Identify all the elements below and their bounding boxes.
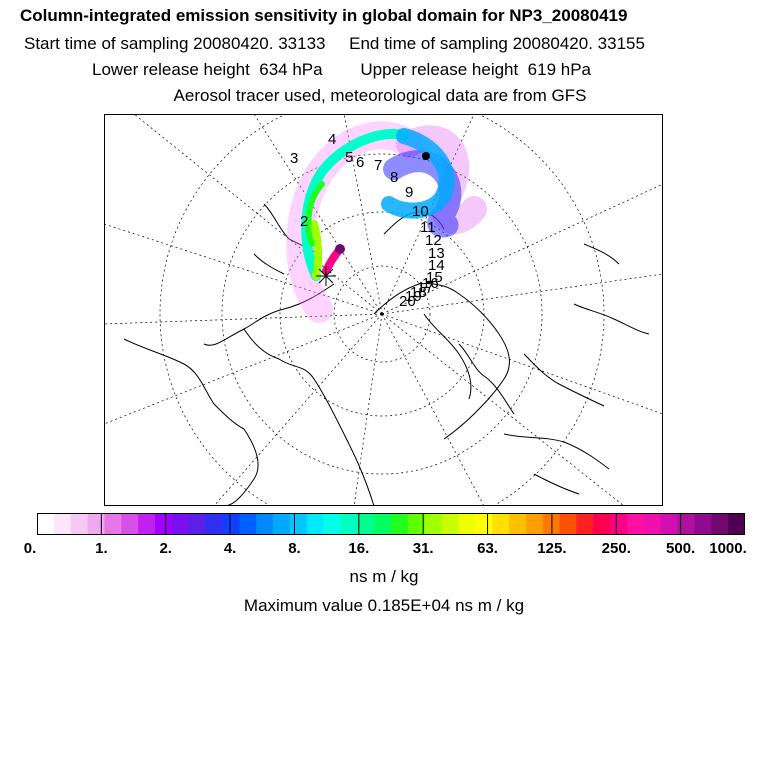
colorbar-cell xyxy=(289,513,308,535)
colorbar-cell xyxy=(728,513,745,535)
colorbar-tick-label: 31. xyxy=(412,540,434,557)
colorbar-cell xyxy=(37,513,55,535)
day-label: 19 xyxy=(405,288,422,305)
colorbar-cell xyxy=(407,513,426,535)
colorbar-cell xyxy=(340,513,358,535)
colorbar-tick-label: 0. xyxy=(23,540,37,557)
colorbar-tick-label: 4. xyxy=(223,540,237,557)
colorbar-cell xyxy=(424,513,443,535)
colorbar-tick-label: 500. xyxy=(666,540,696,557)
colorbar-cell xyxy=(171,513,190,535)
colorbar-cell xyxy=(391,513,409,535)
colorbar-cell xyxy=(155,513,173,535)
map-title: Column-integrated emission sensitivity i… xyxy=(20,6,628,25)
colorbar-cell xyxy=(509,513,527,535)
colorbar-cell xyxy=(239,513,257,535)
release-point-marker xyxy=(316,266,336,286)
polar-map: 2 3 4 5 6 7 8 9 10 11 12 13 14 15 16 17 … xyxy=(104,114,663,506)
colorbar-cell xyxy=(458,513,476,535)
colorbar-tick-label: 250. xyxy=(601,540,631,557)
colorbar xyxy=(37,513,745,535)
colorbar-tick-label: 2. xyxy=(159,540,172,557)
day-label: 10 xyxy=(412,203,429,220)
day-label: 15 xyxy=(426,269,443,286)
colorbar-cell xyxy=(677,513,695,535)
colorbar-cell xyxy=(627,513,645,535)
day-label: 13 xyxy=(428,245,445,262)
colorbar-cell xyxy=(643,513,662,535)
map-frame xyxy=(104,114,663,506)
day-label: 3 xyxy=(290,150,298,167)
day-label: 12 xyxy=(425,232,442,249)
day-label: 4 xyxy=(328,131,336,148)
graticule xyxy=(104,114,663,506)
end-time: End time of sampling 20080420. 33155 xyxy=(349,34,645,53)
trajectory-day-labels: 2 3 4 5 6 7 8 9 10 11 12 13 14 15 16 17 … xyxy=(290,131,445,310)
emission-plume xyxy=(286,121,487,323)
colorbar-cell xyxy=(205,513,223,535)
colorbar-cell xyxy=(121,513,139,535)
colorbar-cell xyxy=(222,513,240,535)
colorbar-cell xyxy=(53,513,72,535)
colorbar-cell xyxy=(660,513,679,535)
sampling-times: Start time of sampling 20080420. 33133 E… xyxy=(24,34,768,54)
colorbar-cell xyxy=(441,513,459,535)
colorbar-cell xyxy=(593,513,611,535)
colorbar-cell xyxy=(323,513,341,535)
tracer-info: Aerosol tracer used, meteorological data… xyxy=(173,86,587,105)
day-label: 11 xyxy=(420,219,436,236)
release-heights: Lower release height 634 hPa Upper relea… xyxy=(92,60,768,80)
colorbar-cell xyxy=(492,513,510,535)
colorbar-unit: ns m / kg xyxy=(349,567,419,586)
colorbar-cell xyxy=(70,513,89,535)
upper-release-height: Upper release height 619 hPa xyxy=(360,60,592,79)
day-label: 14 xyxy=(428,257,445,274)
day-label: 18 xyxy=(410,284,427,301)
start-time: Start time of sampling 20080420. 33133 xyxy=(24,34,326,53)
colorbar-cell xyxy=(138,513,156,535)
colorbar-cell xyxy=(256,513,274,535)
colorbar-tick-label: 63. xyxy=(477,540,498,557)
colorbar-cell xyxy=(374,513,392,535)
colorbar-cell xyxy=(475,513,493,535)
lower-release-height: Lower release height 634 hPa xyxy=(92,60,323,79)
day-label: 17 xyxy=(417,279,434,296)
colorbar-tick-label: 1. xyxy=(95,540,108,557)
colorbar-cell xyxy=(104,513,122,535)
day-label: 16 xyxy=(422,275,439,292)
colorbar-cell xyxy=(694,513,712,535)
colorbar-cell xyxy=(542,513,561,535)
colorbar-cell xyxy=(306,513,325,535)
colorbar-cell xyxy=(559,513,577,535)
colorbar-cell xyxy=(188,513,207,535)
colorbar-tick-label: 1000. xyxy=(709,540,747,557)
day-label: 8 xyxy=(390,169,398,186)
colorbar-cell xyxy=(273,513,291,535)
colorbar-cell xyxy=(610,513,628,535)
colorbar-cell xyxy=(576,513,594,535)
colorbar-tick-label: 125. xyxy=(537,540,567,557)
day-label: 6 xyxy=(356,154,364,171)
colorbar-tick-label: 8. xyxy=(288,540,301,557)
day-label: 5 xyxy=(345,149,353,166)
colorbar-cell xyxy=(711,513,729,535)
colorbar-cell xyxy=(357,513,375,535)
day-label: 2 xyxy=(300,213,308,230)
colorbar-cell xyxy=(525,513,544,535)
colorbar-cell xyxy=(87,513,105,535)
maximum-value: Maximum value 0.185E+04 ns m / kg xyxy=(243,596,525,615)
day-label: 9 xyxy=(405,184,413,201)
day-label: 20 xyxy=(399,293,416,310)
colorbar-tick-label: 16. xyxy=(348,540,370,557)
day-label: 7 xyxy=(374,157,382,174)
